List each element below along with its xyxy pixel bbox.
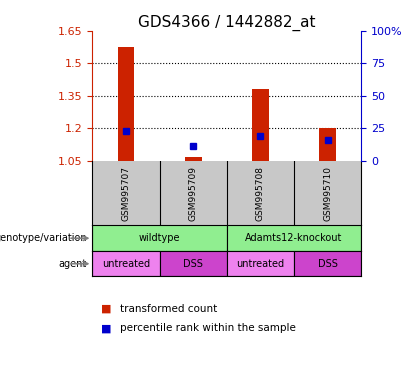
Text: DSS: DSS	[318, 259, 338, 269]
Bar	[92, 225, 227, 251]
Bar	[118, 47, 134, 161]
Text: untreated: untreated	[236, 259, 284, 269]
Text: GSM995708: GSM995708	[256, 166, 265, 220]
Bar	[92, 251, 160, 276]
Text: percentile rank within the sample: percentile rank within the sample	[120, 323, 296, 333]
Bar	[294, 251, 361, 276]
Bar	[227, 225, 361, 251]
Bar	[160, 251, 227, 276]
Bar	[227, 251, 294, 276]
Text: genotype/variation: genotype/variation	[0, 233, 87, 243]
Text: untreated: untreated	[102, 259, 150, 269]
Text: transformed count: transformed count	[120, 304, 217, 314]
Text: agent: agent	[59, 259, 87, 269]
Title: GDS4366 / 1442882_at: GDS4366 / 1442882_at	[138, 15, 315, 31]
Text: wildtype: wildtype	[139, 233, 180, 243]
Bar	[319, 128, 336, 161]
Bar	[185, 157, 202, 161]
Text: ■: ■	[101, 304, 111, 314]
Text: DSS: DSS	[183, 259, 203, 269]
Text: Adamts12-knockout: Adamts12-knockout	[245, 233, 343, 243]
Text: ■: ■	[101, 323, 111, 333]
Text: GSM995709: GSM995709	[189, 166, 198, 220]
Text: GSM995707: GSM995707	[121, 166, 131, 220]
Bar	[252, 89, 269, 161]
Text: GSM995710: GSM995710	[323, 166, 332, 220]
